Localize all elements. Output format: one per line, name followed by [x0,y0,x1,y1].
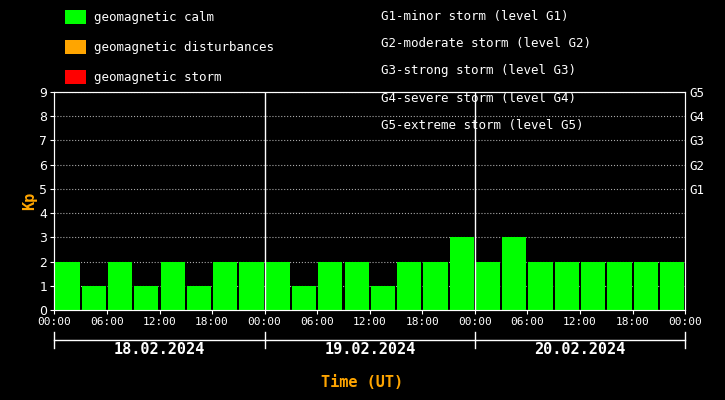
Bar [608,262,631,310]
Bar [634,262,658,310]
Text: G5-extreme storm (level G5): G5-extreme storm (level G5) [381,119,583,132]
Text: 18.02.2024: 18.02.2024 [114,342,205,357]
Bar [292,286,316,310]
Bar [529,262,552,310]
Bar [476,262,500,310]
Text: G3-strong storm (level G3): G3-strong storm (level G3) [381,64,576,78]
Bar [318,262,342,310]
Text: G4-severe storm (level G4): G4-severe storm (level G4) [381,92,576,105]
Bar [160,262,185,310]
Bar [555,262,579,310]
Bar [134,286,159,310]
Bar [423,262,447,310]
Text: G2-moderate storm (level G2): G2-moderate storm (level G2) [381,37,591,50]
Text: 20.02.2024: 20.02.2024 [534,342,626,357]
Bar [187,286,211,310]
Bar [502,237,526,310]
Bar [82,286,106,310]
Bar [581,262,605,310]
Text: geomagnetic storm: geomagnetic storm [94,70,222,84]
Bar [344,262,369,310]
Text: geomagnetic disturbances: geomagnetic disturbances [94,40,274,54]
Text: 19.02.2024: 19.02.2024 [324,342,415,357]
Bar [108,262,132,310]
Bar [55,262,80,310]
Bar [660,262,684,310]
Text: Time (UT): Time (UT) [321,375,404,390]
Bar [213,262,237,310]
Text: geomagnetic calm: geomagnetic calm [94,10,215,24]
Y-axis label: Kp: Kp [22,192,37,210]
Bar [397,262,421,310]
Bar [265,262,290,310]
Bar [239,262,264,310]
Bar [370,286,395,310]
Text: G1-minor storm (level G1): G1-minor storm (level G1) [381,10,568,23]
Bar [450,237,474,310]
